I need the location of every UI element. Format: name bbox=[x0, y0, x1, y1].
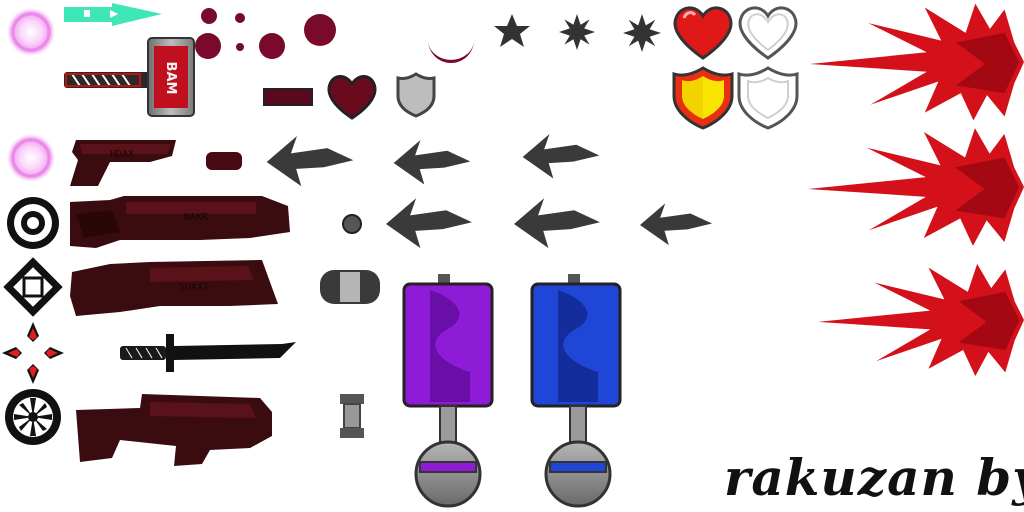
chevron-arrow-icon bbox=[386, 198, 472, 249]
gun-label: SUAXI bbox=[179, 282, 209, 293]
shield-small-icon bbox=[396, 72, 436, 118]
gun-label: NAKR bbox=[184, 212, 209, 223]
blood-splash-icon bbox=[810, 3, 1024, 121]
chevron-arrow-icon bbox=[514, 198, 600, 249]
katana-icon bbox=[120, 334, 296, 372]
crimson-dots bbox=[195, 8, 336, 59]
bar-icon bbox=[263, 88, 313, 106]
heart-small-icon bbox=[327, 75, 377, 120]
target-icon bbox=[7, 197, 59, 249]
blood-splash-icon bbox=[808, 128, 1024, 246]
arrow-projectile-icon bbox=[64, 3, 162, 26]
orb-icon bbox=[7, 134, 55, 182]
star-icon bbox=[623, 14, 661, 52]
crosshair-icon bbox=[2, 322, 64, 384]
pistol-icon: HDAX bbox=[70, 140, 176, 186]
hammer-icon: BAM bbox=[64, 37, 195, 117]
heart-empty-icon bbox=[738, 6, 798, 60]
blood-splash-icon bbox=[818, 263, 1024, 377]
shotgun-icon: SUAXI bbox=[70, 260, 278, 316]
artist-signature: rakuzan by bbox=[724, 448, 1024, 507]
stars bbox=[494, 14, 661, 52]
crimson-crescents bbox=[262, 4, 474, 63]
gun-label: HDAX bbox=[110, 149, 134, 160]
orb-icon bbox=[7, 8, 55, 56]
bullet-icon bbox=[206, 152, 242, 170]
spring-pad-purple bbox=[402, 274, 494, 508]
diamond-target-icon bbox=[3, 257, 63, 317]
bazooka-icon bbox=[76, 394, 272, 466]
heart-full-icon bbox=[673, 6, 733, 60]
chevron-arrow-icon bbox=[266, 136, 354, 187]
shell-icon bbox=[320, 270, 380, 304]
chevron-arrow-icon bbox=[393, 140, 471, 185]
star-icon bbox=[494, 14, 530, 47]
chevron-arrow-icon bbox=[522, 134, 600, 179]
aperture-icon bbox=[5, 389, 61, 445]
shield-empty-icon bbox=[737, 66, 799, 130]
chevron-arrow-icon bbox=[640, 203, 712, 246]
battery-icon bbox=[340, 394, 364, 438]
spring-pad-blue bbox=[530, 274, 622, 508]
shield-full-icon bbox=[672, 66, 734, 130]
star-icon bbox=[559, 14, 595, 50]
pellet-icon bbox=[342, 214, 362, 234]
rifle-icon: NAKR bbox=[70, 196, 290, 248]
hammer-label: BAM bbox=[163, 62, 178, 95]
